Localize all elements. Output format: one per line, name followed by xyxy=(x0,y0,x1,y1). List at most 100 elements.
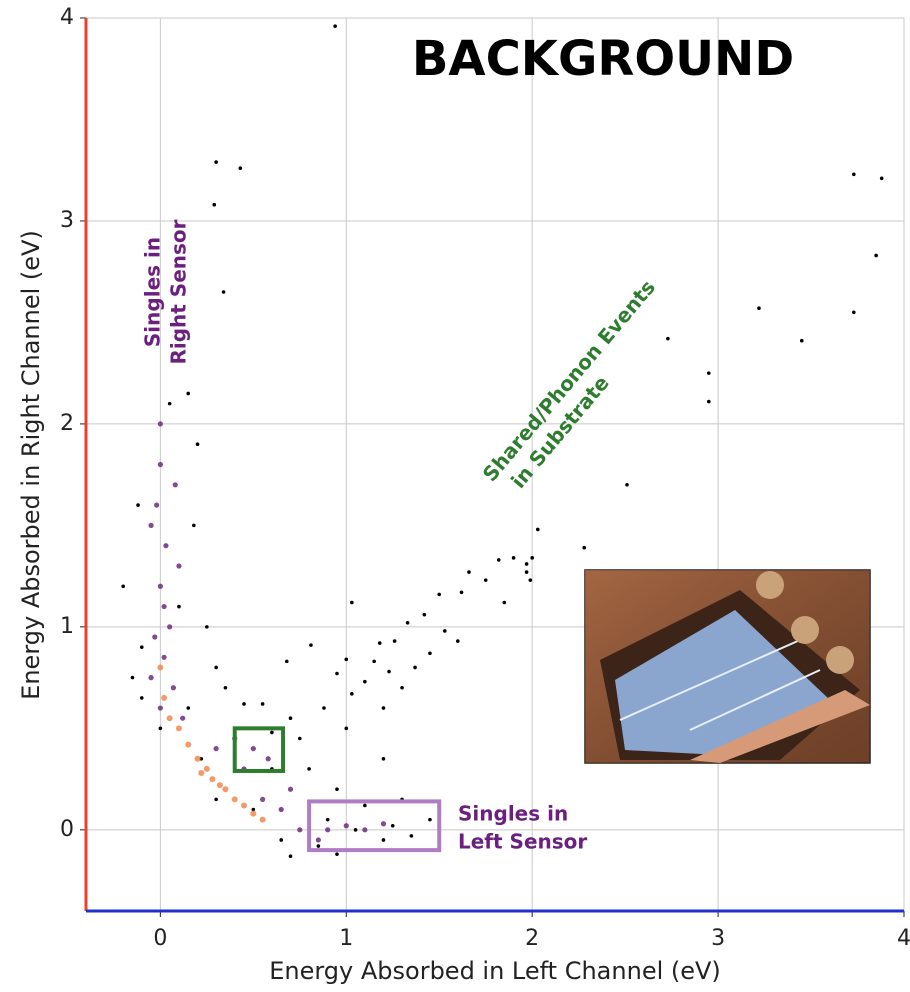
point xyxy=(413,665,417,670)
point xyxy=(297,827,303,833)
point xyxy=(180,715,186,721)
point xyxy=(260,702,265,706)
point xyxy=(874,253,878,258)
x-tick-label: 0 xyxy=(153,926,167,951)
x-axis-label: Energy Absorbed in Left Channel (eV) xyxy=(269,957,721,985)
point xyxy=(214,160,218,164)
point xyxy=(316,844,321,848)
point xyxy=(157,705,163,711)
y-tick-label: 3 xyxy=(60,208,74,233)
point xyxy=(163,543,169,549)
point xyxy=(161,694,168,701)
point xyxy=(148,675,154,681)
point xyxy=(443,629,447,633)
point xyxy=(335,852,339,856)
point xyxy=(333,24,337,28)
point xyxy=(161,603,167,610)
point xyxy=(250,746,256,752)
point xyxy=(502,600,507,605)
point xyxy=(158,726,163,731)
inset-photo xyxy=(584,569,871,764)
point xyxy=(350,692,354,696)
point xyxy=(166,715,173,722)
annotation-line: Left Sensor xyxy=(458,830,587,854)
point xyxy=(195,442,200,447)
point xyxy=(172,482,178,488)
point xyxy=(214,665,218,670)
point xyxy=(265,756,271,762)
point xyxy=(381,756,386,761)
annotation: Singles in Right Sensor xyxy=(141,219,191,364)
point xyxy=(799,338,804,343)
point xyxy=(377,641,382,645)
point xyxy=(325,817,330,822)
point xyxy=(212,202,217,207)
point xyxy=(167,624,173,630)
point xyxy=(139,696,144,700)
annotation: Shared/Phonon Events in Substrate xyxy=(478,275,660,493)
point xyxy=(706,399,711,404)
point xyxy=(322,706,326,710)
point xyxy=(214,797,218,802)
point xyxy=(213,746,219,752)
point xyxy=(459,590,464,595)
point xyxy=(222,786,229,793)
point xyxy=(288,854,293,859)
point xyxy=(223,685,228,690)
point xyxy=(175,725,182,732)
point xyxy=(530,556,534,560)
point xyxy=(344,657,349,662)
point xyxy=(148,522,154,528)
point xyxy=(130,675,135,680)
point xyxy=(344,726,349,731)
y-tick-label: 2 xyxy=(60,411,74,436)
point xyxy=(161,654,167,660)
point xyxy=(582,545,587,550)
point xyxy=(879,176,884,181)
point xyxy=(288,716,293,720)
point xyxy=(483,578,488,582)
point xyxy=(390,823,395,828)
point xyxy=(185,741,192,748)
x-tick-label: 4 xyxy=(897,926,910,951)
region-box xyxy=(232,726,286,773)
point xyxy=(279,838,284,842)
point xyxy=(198,769,205,776)
point xyxy=(535,527,540,532)
point xyxy=(852,310,856,315)
point xyxy=(381,706,386,710)
point xyxy=(152,634,158,640)
y-tick-label: 4 xyxy=(60,5,74,30)
point xyxy=(380,821,387,827)
point xyxy=(157,664,164,671)
point xyxy=(307,767,311,771)
point xyxy=(284,659,289,664)
point xyxy=(757,306,761,311)
point xyxy=(170,685,176,691)
point xyxy=(666,336,670,341)
point xyxy=(259,816,266,823)
annotation-line: Right Sensor xyxy=(167,219,191,364)
point xyxy=(422,612,427,617)
point xyxy=(157,421,163,427)
y-tick-label: 1 xyxy=(60,614,74,639)
point xyxy=(205,625,209,629)
point xyxy=(186,706,191,710)
point xyxy=(167,401,172,406)
x-tick-label: 2 xyxy=(525,926,539,951)
point xyxy=(154,502,160,508)
point xyxy=(437,592,442,597)
point xyxy=(297,736,302,741)
point xyxy=(270,730,274,735)
point xyxy=(363,679,367,684)
point xyxy=(136,503,140,507)
point xyxy=(387,669,391,674)
point xyxy=(392,639,397,643)
x-tick-label: 1 xyxy=(339,926,353,951)
point xyxy=(372,659,376,664)
point xyxy=(309,643,313,647)
point xyxy=(216,782,223,789)
point xyxy=(139,645,144,649)
point xyxy=(157,583,163,589)
point xyxy=(325,827,331,833)
